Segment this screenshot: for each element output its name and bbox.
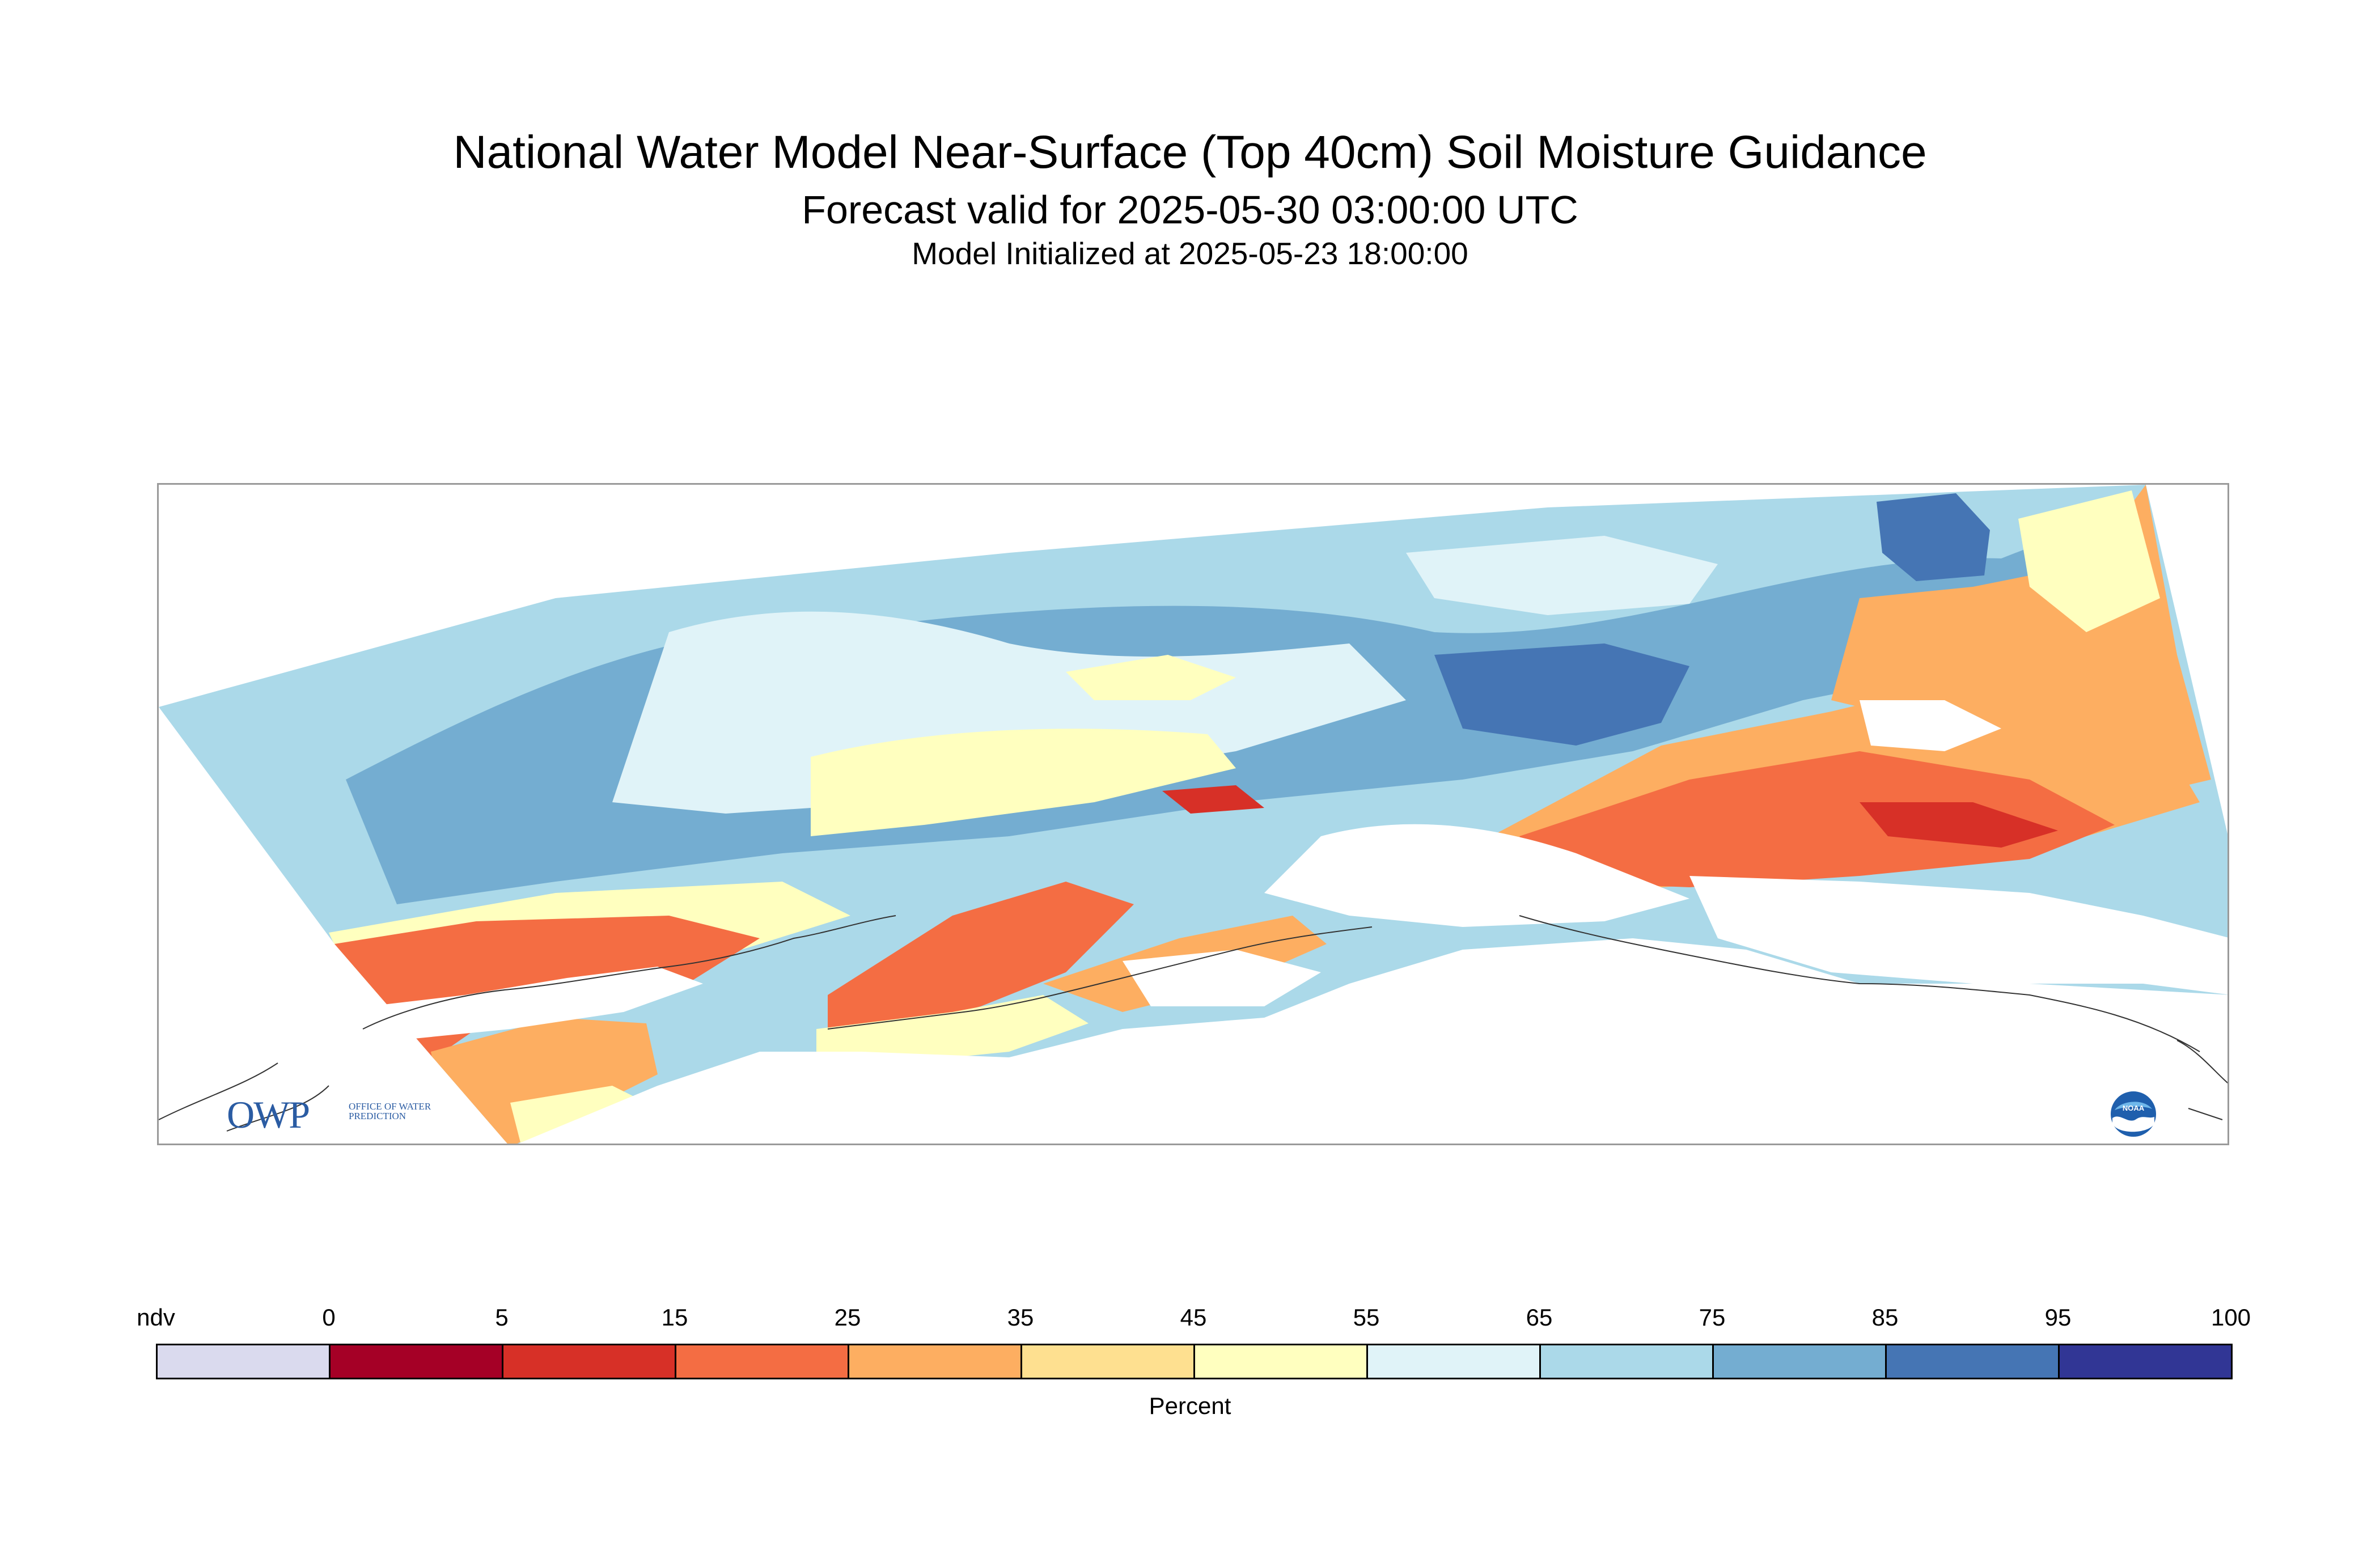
coastline xyxy=(362,915,896,1030)
coastline xyxy=(2176,1040,2227,1120)
noaa-logo-icon: NOAA xyxy=(2110,1090,2157,1138)
soil-moisture-map xyxy=(157,483,2229,1145)
colorbar-bin-15-25 xyxy=(675,1344,849,1379)
colorbar-bin-85-95 xyxy=(1885,1344,2060,1379)
colorbar-bin-35-45 xyxy=(1020,1344,1195,1379)
owp-logo: OWP Office of Water Prediction xyxy=(227,1093,437,1137)
colorbar-tick-label: 35 xyxy=(1007,1304,1034,1331)
model-init-line: Model Initialized at 2025-05-23 18:00:00 xyxy=(912,236,1468,271)
colorbar-bin-75-85 xyxy=(1712,1344,1887,1379)
colorbar-tick-label: 85 xyxy=(1871,1304,1899,1331)
ocean-area xyxy=(518,938,2227,1144)
moisture-band-5-15 xyxy=(1162,785,1264,814)
colorbar-bin-25-35 xyxy=(848,1344,1022,1379)
colorbar-bin-65-75 xyxy=(1539,1344,1714,1379)
colorbar-unit-label: Percent xyxy=(1149,1392,1231,1419)
ocean-area xyxy=(369,967,703,1040)
map-title: National Water Model Near-Surface (Top 4… xyxy=(453,126,1927,178)
coastline xyxy=(159,1062,329,1132)
colorbar-tick-label: 25 xyxy=(834,1304,861,1331)
moisture-band-85-95 xyxy=(1877,493,1990,581)
moisture-band-45-55 xyxy=(2018,490,2160,632)
moisture-band-55-65 xyxy=(1406,536,1718,615)
colorbar-tick-label: 5 xyxy=(495,1304,509,1331)
colorbar-tick-label: 65 xyxy=(1526,1304,1553,1331)
colorbar-tick-label: 45 xyxy=(1180,1304,1207,1331)
colorbar-bin-45-55 xyxy=(1193,1344,1368,1379)
owp-logo-letters: OWP xyxy=(227,1093,310,1136)
colorbar-bin-0-5 xyxy=(329,1344,503,1379)
colorbar-tick-label: 15 xyxy=(661,1304,688,1331)
moisture-band-5-15 xyxy=(1860,802,2058,848)
colorbar-tick-label: 75 xyxy=(1699,1304,1726,1331)
moisture-band-85-95 xyxy=(1434,643,1689,746)
no-data-area xyxy=(1689,876,2227,995)
colorbar-bin-55-65 xyxy=(1366,1344,1541,1379)
forecast-valid-line: Forecast valid for 2025-05-30 03:00:00 U… xyxy=(802,188,1578,232)
colorbar-tick-label: 0 xyxy=(322,1304,336,1331)
moisture-band-15-25 xyxy=(1519,751,2115,887)
coastline xyxy=(1519,915,2200,1052)
moisture-band-45-55 xyxy=(816,995,1089,1063)
colorbar xyxy=(156,1344,2233,1379)
moisture-band-45-55 xyxy=(1066,655,1236,700)
colorbar-bin-ndv xyxy=(156,1344,331,1379)
no-data-area xyxy=(1860,700,2001,751)
moisture-band-45-55 xyxy=(811,729,1236,836)
coastline xyxy=(827,926,1373,1030)
moisture-band-15-25 xyxy=(828,882,1134,1029)
moisture-band-25-35 xyxy=(431,1018,658,1144)
owp-logo-text: Office of Water Prediction xyxy=(349,1101,431,1121)
no-data-area xyxy=(1264,824,1689,927)
colorbar-tick-label: 55 xyxy=(1353,1304,1380,1331)
colorbar-bin-95-100 xyxy=(2058,1344,2233,1379)
noaa-logo-label: NOAA xyxy=(2123,1104,2145,1112)
colorbar-bin-5-15 xyxy=(502,1344,676,1379)
colorbar-tick-label: 100 xyxy=(2210,1304,2251,1331)
map-graphic xyxy=(159,485,2227,1144)
no-data-area xyxy=(1123,950,1321,1006)
colorbar-tick-label: 95 xyxy=(2044,1304,2072,1331)
colorbar-tick-label: ndv xyxy=(137,1304,175,1331)
